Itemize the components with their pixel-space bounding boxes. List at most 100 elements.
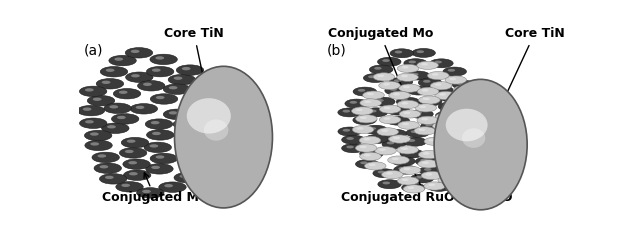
Circle shape: [406, 71, 430, 80]
Circle shape: [131, 74, 140, 77]
Circle shape: [390, 49, 413, 58]
Circle shape: [365, 162, 386, 170]
Circle shape: [430, 82, 452, 90]
Circle shape: [342, 144, 365, 153]
Circle shape: [85, 140, 112, 151]
Circle shape: [365, 151, 372, 154]
Circle shape: [432, 151, 455, 160]
Circle shape: [455, 124, 479, 133]
Circle shape: [363, 74, 387, 83]
Circle shape: [194, 113, 203, 116]
Circle shape: [418, 78, 442, 87]
Circle shape: [460, 126, 468, 129]
Circle shape: [418, 97, 442, 106]
Circle shape: [121, 137, 149, 148]
Circle shape: [451, 170, 458, 173]
Circle shape: [179, 143, 207, 153]
Circle shape: [428, 183, 435, 186]
Circle shape: [403, 86, 410, 88]
Circle shape: [404, 151, 412, 154]
Circle shape: [423, 152, 430, 155]
Circle shape: [360, 149, 383, 158]
Circle shape: [104, 103, 131, 113]
Circle shape: [338, 127, 362, 136]
Circle shape: [80, 86, 107, 97]
Circle shape: [402, 66, 408, 68]
Circle shape: [467, 102, 474, 104]
Circle shape: [442, 143, 450, 146]
Circle shape: [411, 130, 418, 133]
Circle shape: [113, 89, 141, 99]
Circle shape: [381, 129, 388, 132]
Circle shape: [445, 170, 453, 173]
Circle shape: [408, 139, 415, 142]
Circle shape: [356, 115, 377, 123]
Circle shape: [176, 65, 204, 75]
Circle shape: [125, 150, 133, 153]
Circle shape: [87, 96, 115, 106]
Circle shape: [83, 107, 92, 111]
Circle shape: [403, 137, 427, 146]
Circle shape: [365, 135, 388, 144]
Circle shape: [360, 161, 368, 164]
Circle shape: [407, 86, 430, 95]
Circle shape: [190, 161, 199, 165]
Circle shape: [397, 146, 418, 154]
Text: (b): (b): [326, 44, 346, 58]
Circle shape: [432, 184, 440, 187]
Circle shape: [369, 163, 375, 166]
Circle shape: [109, 55, 137, 66]
Circle shape: [389, 135, 410, 143]
Circle shape: [432, 122, 454, 130]
Circle shape: [128, 161, 137, 164]
Circle shape: [471, 109, 479, 112]
Circle shape: [403, 168, 410, 170]
Circle shape: [477, 118, 485, 121]
Circle shape: [179, 132, 188, 136]
Circle shape: [439, 93, 446, 96]
Circle shape: [388, 131, 396, 134]
Circle shape: [387, 156, 410, 164]
Circle shape: [364, 154, 371, 157]
Circle shape: [353, 87, 377, 96]
Circle shape: [430, 85, 453, 94]
Ellipse shape: [434, 79, 527, 210]
Circle shape: [447, 151, 454, 154]
Circle shape: [435, 111, 459, 120]
Ellipse shape: [446, 109, 488, 141]
Circle shape: [435, 83, 442, 86]
Circle shape: [367, 93, 374, 95]
Circle shape: [417, 116, 439, 124]
Circle shape: [386, 106, 410, 115]
Circle shape: [399, 84, 420, 92]
Circle shape: [372, 97, 395, 106]
Circle shape: [127, 139, 135, 143]
Circle shape: [199, 123, 226, 134]
Circle shape: [80, 118, 107, 129]
Circle shape: [343, 129, 350, 132]
Text: Conjugated Mo: Conjugated Mo: [102, 173, 207, 204]
Circle shape: [449, 77, 456, 80]
Circle shape: [123, 159, 150, 169]
Circle shape: [399, 166, 421, 174]
Circle shape: [415, 111, 422, 114]
Circle shape: [443, 67, 466, 76]
Circle shape: [163, 109, 191, 120]
Circle shape: [427, 182, 451, 191]
Circle shape: [466, 107, 490, 116]
Circle shape: [466, 97, 474, 99]
Circle shape: [97, 154, 106, 158]
Circle shape: [418, 160, 439, 168]
Circle shape: [173, 119, 200, 129]
Circle shape: [189, 103, 198, 107]
Circle shape: [423, 80, 430, 83]
Circle shape: [119, 148, 147, 158]
Circle shape: [410, 110, 434, 119]
Circle shape: [415, 157, 439, 166]
Circle shape: [150, 94, 178, 104]
Circle shape: [136, 106, 144, 109]
Circle shape: [452, 138, 473, 146]
Circle shape: [191, 91, 200, 95]
Circle shape: [152, 68, 161, 72]
Circle shape: [440, 132, 447, 135]
